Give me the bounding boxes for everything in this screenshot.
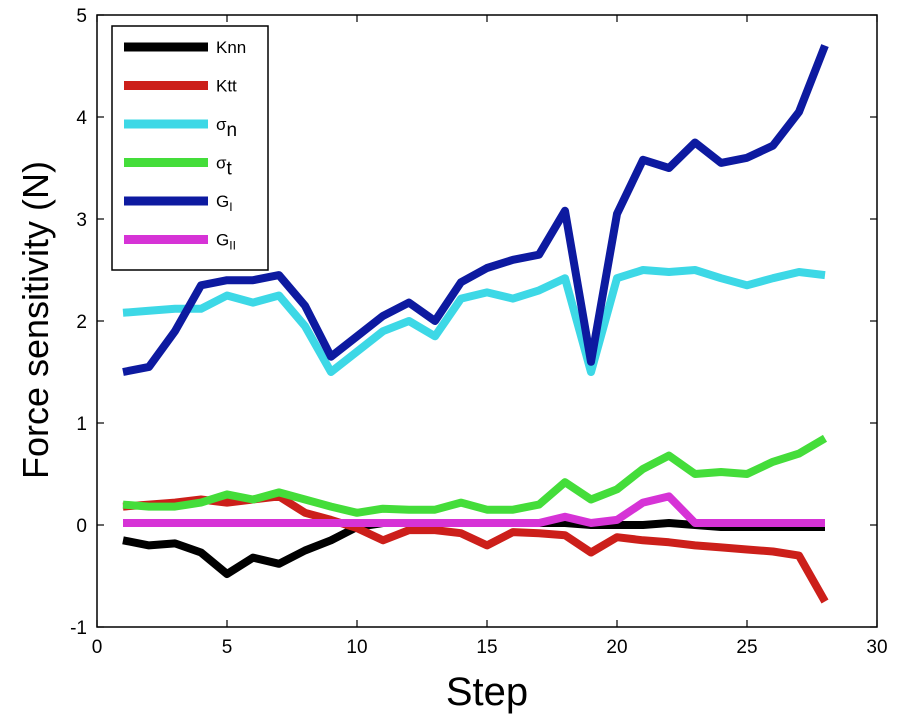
series-line-σt: [122, 434, 828, 517]
y-tick-label: 4: [76, 108, 87, 129]
y-axis-title: Force sensitivity (N): [15, 161, 56, 479]
legend-label-sub: I: [229, 200, 232, 214]
legend-label-main: Knn: [216, 38, 246, 57]
legend-label-sub: II: [229, 239, 236, 253]
y-tick-label: 2: [76, 312, 87, 333]
legend-label-sub: n: [227, 120, 238, 141]
x-tick-label: 0: [92, 637, 103, 658]
x-tick-label: 10: [346, 637, 367, 658]
y-tick-label: 5: [76, 6, 87, 27]
legend-label-main: G: [216, 192, 229, 211]
y-tick-label: 1: [76, 414, 87, 435]
series-line-GI: [122, 44, 829, 376]
legend-label: σn: [216, 115, 237, 141]
y-tick-label: 0: [76, 516, 87, 537]
legend-label: GI: [216, 192, 233, 214]
legend-box: [111, 25, 269, 271]
series-line-Ktt: [122, 492, 829, 604]
series-layer: [122, 44, 829, 604]
x-tick-label: 20: [606, 637, 627, 658]
legend-label-main: G: [216, 231, 229, 250]
legend-label-main: Ktt: [216, 77, 237, 96]
legend-label-sub: t: [227, 159, 233, 180]
legend-label-main: σ: [216, 154, 227, 173]
x-tick-label: 5: [222, 637, 233, 658]
series-line-GII: [123, 492, 825, 527]
legend-label: Ktt: [216, 77, 237, 96]
x-axis-title: Step: [446, 670, 528, 714]
y-tick-label: -1: [70, 618, 87, 639]
x-tick-label: 15: [476, 637, 497, 658]
series-line-σn: [122, 266, 826, 376]
legend-label: GII: [216, 231, 236, 253]
legend-label: σt: [216, 154, 233, 180]
x-tick-label: 30: [866, 637, 887, 658]
x-tick-label: 25: [736, 637, 757, 658]
y-tick-label: 3: [76, 210, 87, 231]
legend-label-main: σ: [216, 115, 227, 134]
legend-label: Knn: [216, 38, 246, 57]
